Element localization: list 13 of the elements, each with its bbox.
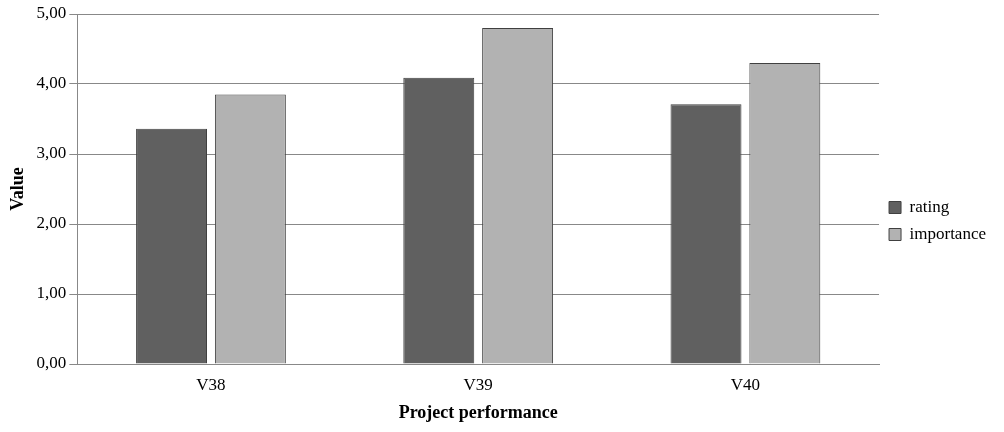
x-tick-label: V38 [196, 374, 226, 394]
y-tick-label: 4,00 [36, 73, 67, 93]
y-tick-label: 1,00 [36, 283, 67, 303]
legend-label: importance [909, 223, 986, 243]
y-axis-title: Value [7, 167, 28, 211]
y-tick-label: 2,00 [36, 213, 67, 233]
y-tick-label: 3,00 [36, 143, 67, 163]
x-axis-title: Project performance [398, 401, 558, 422]
legend-label: rating [909, 196, 950, 216]
x-tick-label: V39 [463, 374, 493, 394]
y-tick-label: 0,00 [36, 353, 67, 373]
y-tick-label: 5,00 [36, 3, 67, 23]
x-tick-label: V40 [730, 374, 761, 394]
